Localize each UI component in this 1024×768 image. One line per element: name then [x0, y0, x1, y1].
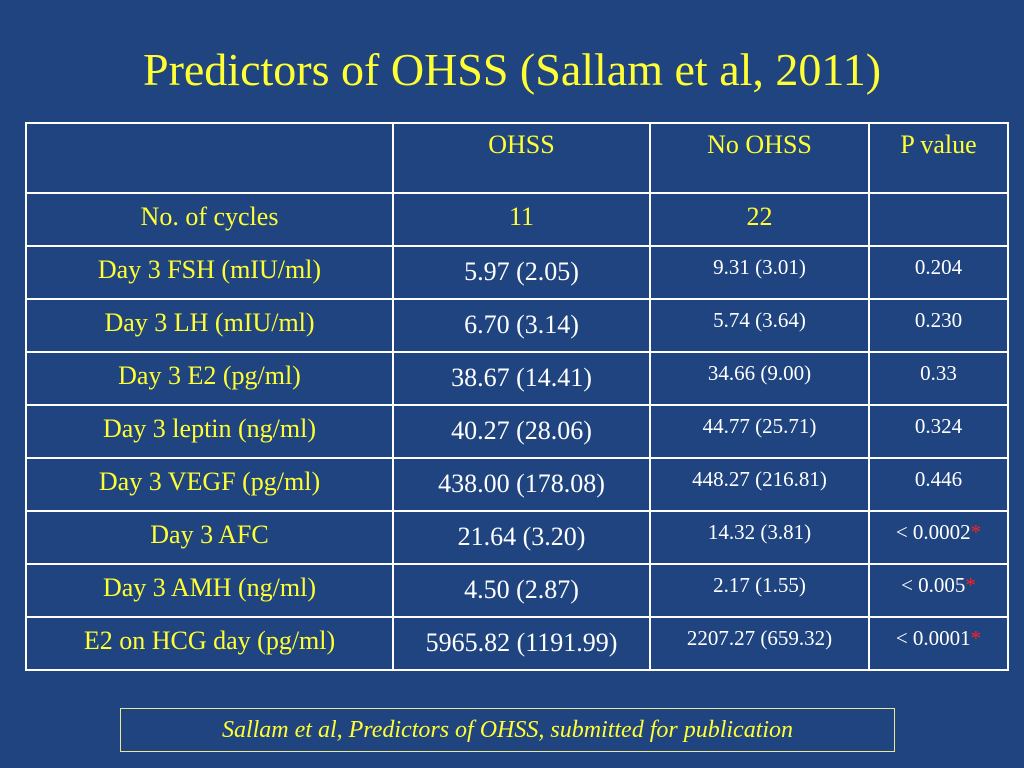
header-p-value: P value: [868, 122, 1009, 194]
ohss-value: 11: [392, 192, 651, 247]
p-value-cell: [868, 192, 1009, 247]
significance-mark: *: [970, 520, 982, 544]
table-row: No. of cycles 11 22: [25, 192, 1009, 247]
row-label: Day 3 E2 (pg/ml): [25, 351, 394, 406]
significance-mark: *: [970, 626, 982, 650]
ohss-value: 21.64 (3.20): [392, 510, 651, 565]
no-ohss-value: 34.66 (9.00): [649, 351, 870, 406]
no-ohss-value: 448.27 (216.81): [649, 457, 870, 512]
p-value-cell: 0.33: [868, 351, 1009, 406]
p-value: 0.324: [914, 414, 963, 438]
row-label: Day 3 VEGF (pg/ml): [25, 457, 394, 512]
header-ohss: OHSS: [392, 122, 651, 194]
table-row: Day 3 LH (mIU/ml) 6.70 (3.14) 5.74 (3.64…: [25, 298, 1009, 353]
table-row: E2 on HCG day (pg/ml) 5965.82 (1191.99) …: [25, 616, 1009, 671]
table-row: Day 3 FSH (mIU/ml) 5.97 (2.05) 9.31 (3.0…: [25, 245, 1009, 300]
p-value-cell: < 0.0001*: [868, 616, 1009, 671]
results-table: OHSS No OHSS P value No. of cycles 11 22…: [25, 122, 1009, 671]
p-value-cell: < 0.0002*: [868, 510, 1009, 565]
ohss-value: 40.27 (28.06): [392, 404, 651, 459]
p-value-cell: 0.230: [868, 298, 1009, 353]
ohss-value: 6.70 (3.14): [392, 298, 651, 353]
row-label: Day 3 LH (mIU/ml): [25, 298, 394, 353]
p-value: 0.33: [920, 361, 957, 385]
significance-mark: *: [965, 573, 976, 597]
header-no-ohss: No OHSS: [649, 122, 870, 194]
p-value-cell: 0.324: [868, 404, 1009, 459]
p-value-cell: 0.446: [868, 457, 1009, 512]
p-value: 0.446: [914, 467, 963, 491]
citation-footnote: Sallam et al, Predictors of OHSS, submit…: [120, 708, 895, 752]
no-ohss-value: 9.31 (3.01): [649, 245, 870, 300]
no-ohss-value: 2.17 (1.55): [649, 563, 870, 618]
p-value: 0.230: [914, 308, 963, 332]
no-ohss-value: 44.77 (25.71): [649, 404, 870, 459]
row-label: Day 3 AFC: [25, 510, 394, 565]
header-empty: [25, 122, 394, 194]
ohss-value: 5.97 (2.05): [392, 245, 651, 300]
table-header-row: OHSS No OHSS P value: [25, 122, 1009, 194]
table-row: Day 3 AMH (ng/ml) 4.50 (2.87) 2.17 (1.55…: [25, 563, 1009, 618]
p-value-cell: < 0.005*: [868, 563, 1009, 618]
table-row: Day 3 AFC 21.64 (3.20) 14.32 (3.81) < 0.…: [25, 510, 1009, 565]
p-value-cell: 0.204: [868, 245, 1009, 300]
row-label: Day 3 AMH (ng/ml): [25, 563, 394, 618]
table-row: Day 3 leptin (ng/ml) 40.27 (28.06) 44.77…: [25, 404, 1009, 459]
no-ohss-value: 2207.27 (659.32): [649, 616, 870, 671]
row-label: Day 3 FSH (mIU/ml): [25, 245, 394, 300]
ohss-value: 38.67 (14.41): [392, 351, 651, 406]
row-label: No. of cycles: [25, 192, 394, 247]
ohss-value: 4.50 (2.87): [392, 563, 651, 618]
table-row: Day 3 VEGF (pg/ml) 438.00 (178.08) 448.2…: [25, 457, 1009, 512]
p-value: < 0.005: [901, 573, 966, 597]
table-row: Day 3 E2 (pg/ml) 38.67 (14.41) 34.66 (9.…: [25, 351, 1009, 406]
ohss-value: 438.00 (178.08): [392, 457, 651, 512]
no-ohss-value: 22: [649, 192, 870, 247]
p-value: 0.204: [914, 255, 963, 279]
row-label: E2 on HCG day (pg/ml): [25, 616, 394, 671]
no-ohss-value: 5.74 (3.64): [649, 298, 870, 353]
p-value: < 0.0002: [895, 520, 971, 544]
no-ohss-value: 14.32 (3.81): [649, 510, 870, 565]
p-value: < 0.0001: [895, 626, 971, 650]
ohss-value: 5965.82 (1191.99): [392, 616, 651, 671]
row-label: Day 3 leptin (ng/ml): [25, 404, 394, 459]
slide-title: Predictors of OHSS (Sallam et al, 2011): [142, 44, 882, 95]
